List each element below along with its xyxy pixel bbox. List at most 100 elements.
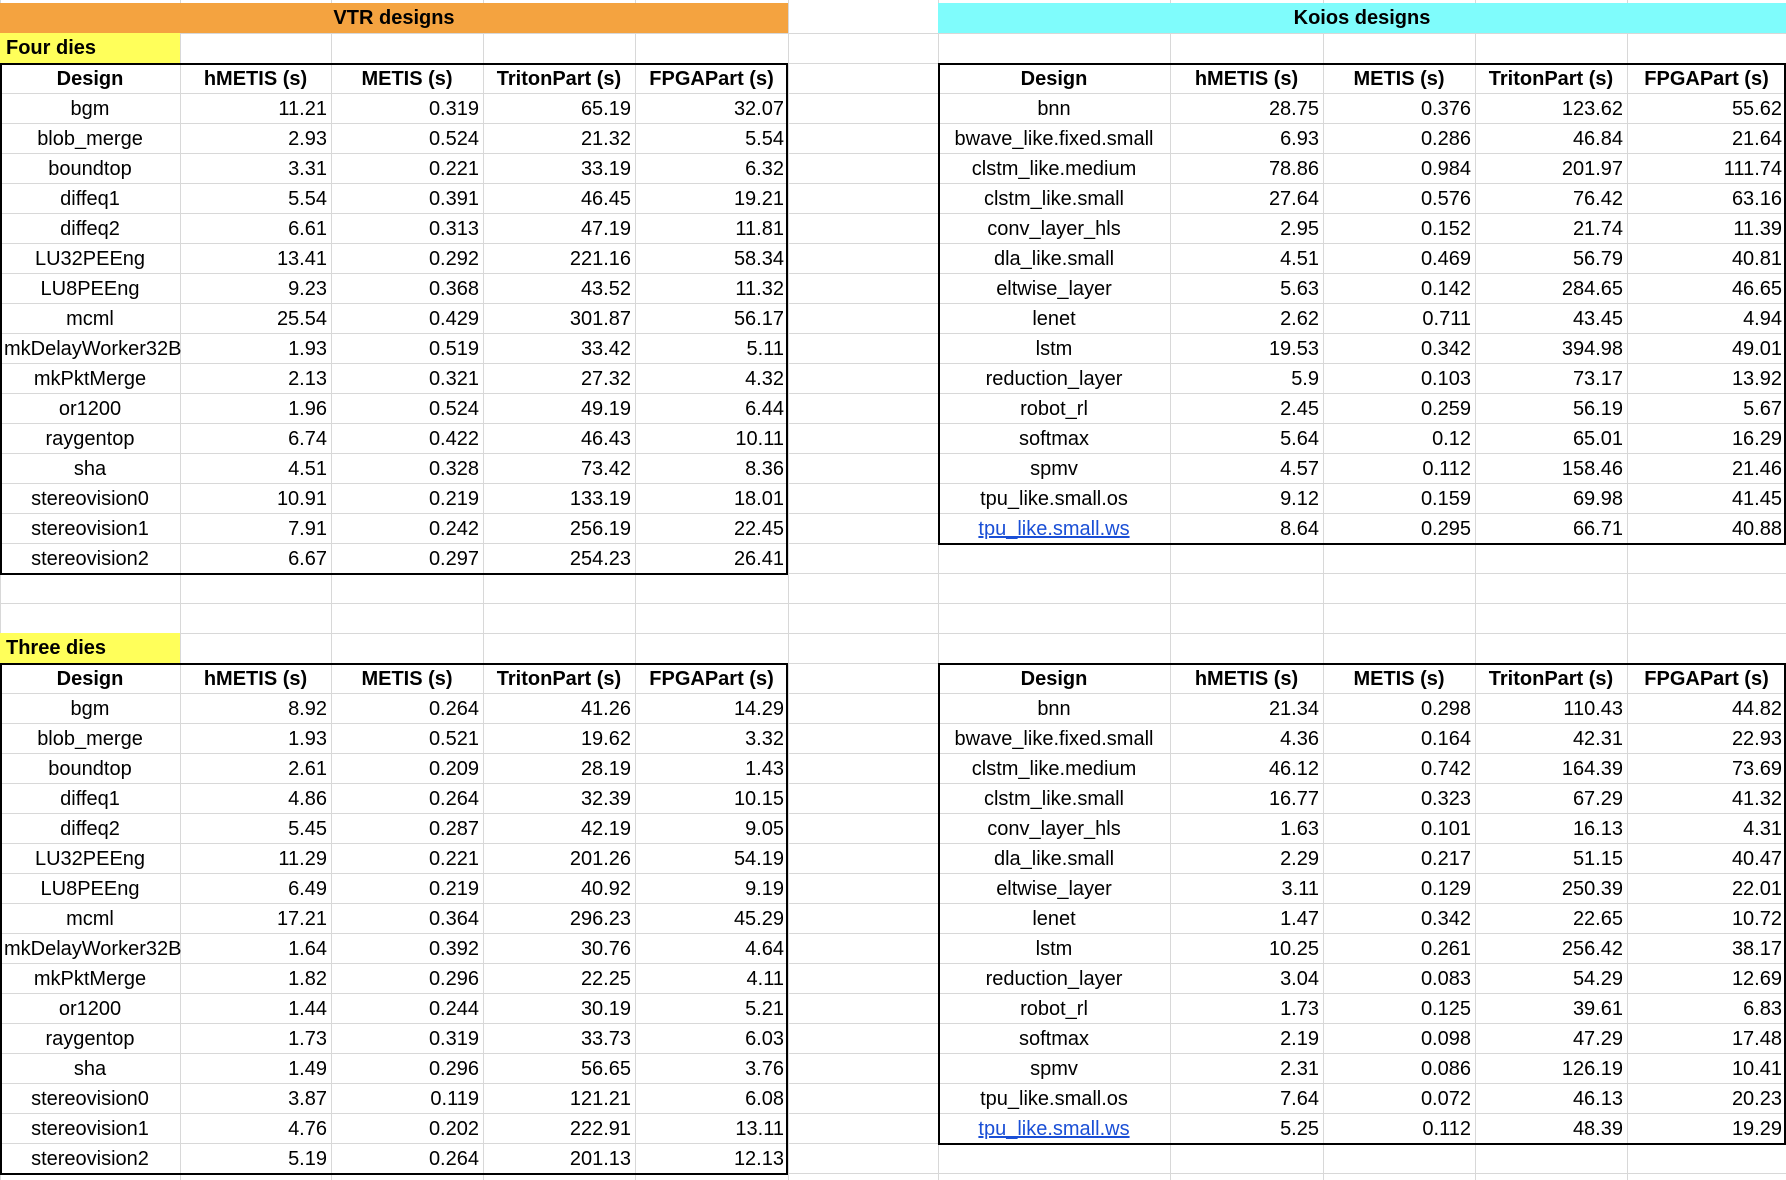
value-cell[interactable]: 6.93	[1280, 128, 1319, 150]
value-cell[interactable]: 73.17	[1572, 368, 1623, 390]
value-cell[interactable]: 7.91	[288, 518, 327, 540]
value-cell[interactable]: 6.74	[288, 428, 327, 450]
value-cell[interactable]: 4.94	[1743, 308, 1782, 330]
column-header[interactable]: METIS (s)	[361, 68, 453, 90]
value-cell[interactable]: 3.32	[745, 728, 784, 750]
value-cell[interactable]: 0.086	[1420, 1058, 1471, 1080]
value-cell[interactable]: 0.221	[428, 848, 479, 870]
design-name-cell[interactable]: lstm	[1035, 338, 1073, 360]
value-cell[interactable]: 222.91	[569, 1118, 631, 1140]
value-cell[interactable]: 40.47	[1731, 848, 1782, 870]
value-cell[interactable]: 11.39	[1733, 218, 1782, 240]
value-cell[interactable]: 0.313	[428, 218, 479, 240]
value-cell[interactable]: 4.57	[1280, 458, 1319, 480]
value-cell[interactable]: 45.29	[733, 908, 784, 930]
design-name-cell[interactable]: mkDelayWorker32B	[4, 338, 182, 360]
design-name-cell[interactable]: stereovision2	[31, 1148, 149, 1170]
design-name-cell[interactable]: clstm_like.medium	[971, 158, 1137, 180]
value-cell[interactable]: 11.32	[735, 278, 784, 300]
design-name-cell[interactable]: or1200	[58, 998, 122, 1020]
value-cell[interactable]: 6.44	[745, 398, 784, 420]
value-cell[interactable]: 13.11	[735, 1118, 784, 1140]
design-name-cell[interactable]: LU8PEEng	[40, 278, 140, 300]
design-link[interactable]: tpu_like.small.ws	[978, 518, 1130, 540]
value-cell[interactable]: 256.19	[569, 518, 631, 540]
value-cell[interactable]: 1.47	[1280, 908, 1319, 930]
value-cell[interactable]: 0.342	[1420, 338, 1471, 360]
value-cell[interactable]: 16.29	[1731, 428, 1782, 450]
value-cell[interactable]: 7.64	[1280, 1088, 1319, 1110]
value-cell[interactable]: 0.364	[428, 908, 479, 930]
value-cell[interactable]: 1.63	[1280, 818, 1319, 840]
value-cell[interactable]: 5.63	[1280, 278, 1319, 300]
value-cell[interactable]: 5.64	[1280, 428, 1319, 450]
value-cell[interactable]: 27.64	[1268, 188, 1319, 210]
value-cell[interactable]: 69.98	[1572, 488, 1623, 510]
value-cell[interactable]: 0.391	[428, 188, 479, 210]
value-cell[interactable]: 17.21	[276, 908, 327, 930]
column-header[interactable]: hMETIS (s)	[203, 68, 308, 90]
value-cell[interactable]: 51.15	[1572, 848, 1623, 870]
design-name-cell[interactable]: diffeq1	[60, 188, 120, 210]
value-cell[interactable]: 30.19	[580, 998, 631, 1020]
column-header[interactable]: TritonPart (s)	[1488, 668, 1614, 690]
value-cell[interactable]: 0.142	[1420, 278, 1471, 300]
design-name-cell[interactable]: raygentop	[45, 428, 135, 450]
design-name-cell[interactable]: LU32PEEng	[34, 848, 146, 870]
design-name-cell[interactable]: blob_merge	[37, 128, 143, 150]
value-cell[interactable]: 110.43	[1563, 698, 1623, 720]
value-cell[interactable]: 0.296	[428, 1058, 479, 1080]
value-cell[interactable]: 54.29	[1572, 968, 1623, 990]
value-cell[interactable]: 254.23	[569, 548, 631, 570]
value-cell[interactable]: 47.29	[1572, 1028, 1623, 1050]
value-cell[interactable]: 0.202	[428, 1118, 479, 1140]
design-name-cell[interactable]: bnn	[1037, 98, 1071, 120]
value-cell[interactable]: 76.42	[1572, 188, 1623, 210]
value-cell[interactable]: 16.77	[1268, 788, 1319, 810]
value-cell[interactable]: 4.11	[746, 968, 784, 990]
value-cell[interactable]: 46.12	[1268, 758, 1319, 780]
value-cell[interactable]: 5.25	[1280, 1118, 1319, 1140]
column-header[interactable]: METIS (s)	[1353, 668, 1445, 690]
value-cell[interactable]: 2.19	[1280, 1028, 1319, 1050]
value-cell[interactable]: 5.45	[288, 818, 327, 840]
design-name-cell[interactable]: clstm_like.small	[983, 788, 1125, 810]
value-cell[interactable]: 39.61	[1572, 998, 1623, 1020]
value-cell[interactable]: 10.41	[1731, 1058, 1782, 1080]
value-cell[interactable]: 65.01	[1572, 428, 1623, 450]
value-cell[interactable]: 0.521	[428, 728, 479, 750]
design-name-cell[interactable]: boundtop	[48, 158, 132, 180]
design-name-cell[interactable]: tpu_like.small.os	[980, 488, 1128, 510]
design-name-cell[interactable]: spmv	[1030, 458, 1078, 480]
value-cell[interactable]: 0.376	[1420, 98, 1471, 120]
design-name-cell[interactable]: reduction_layer	[985, 968, 1123, 990]
value-cell[interactable]: 33.19	[580, 158, 631, 180]
design-name-cell[interactable]: tpu_like.small.os	[980, 1088, 1128, 1110]
value-cell[interactable]: 25.54	[276, 308, 327, 330]
value-cell[interactable]: 250.39	[1561, 878, 1623, 900]
value-cell[interactable]: 21.64	[1731, 128, 1782, 150]
value-cell[interactable]: 10.15	[733, 788, 784, 810]
value-cell[interactable]: 1.96	[288, 398, 327, 420]
value-cell[interactable]: 46.45	[580, 188, 631, 210]
value-cell[interactable]: 40.92	[580, 878, 631, 900]
value-cell[interactable]: 6.03	[745, 1028, 784, 1050]
value-cell[interactable]: 33.73	[580, 1028, 631, 1050]
value-cell[interactable]: 10.11	[735, 428, 784, 450]
value-cell[interactable]: 126.19	[1561, 1058, 1623, 1080]
value-cell[interactable]: 123.62	[1561, 98, 1623, 120]
value-cell[interactable]: 0.319	[428, 98, 479, 120]
value-cell[interactable]: 0.524	[428, 398, 479, 420]
value-cell[interactable]: 11.81	[735, 218, 784, 240]
value-cell[interactable]: 0.342	[1420, 908, 1471, 930]
value-cell[interactable]: 20.23	[1731, 1088, 1782, 1110]
value-cell[interactable]: 256.42	[1561, 938, 1623, 960]
design-name-cell[interactable]: LU32PEEng	[34, 248, 146, 270]
design-name-cell[interactable]: clstm_like.medium	[971, 758, 1137, 780]
value-cell[interactable]: 1.82	[288, 968, 327, 990]
design-name-cell[interactable]: stereovision2	[31, 548, 149, 570]
column-header[interactable]: FPGAPart (s)	[649, 68, 774, 90]
value-cell[interactable]: 0.295	[1420, 518, 1471, 540]
value-cell[interactable]: 44.82	[1731, 698, 1782, 720]
column-header[interactable]: FPGAPart (s)	[1644, 68, 1769, 90]
